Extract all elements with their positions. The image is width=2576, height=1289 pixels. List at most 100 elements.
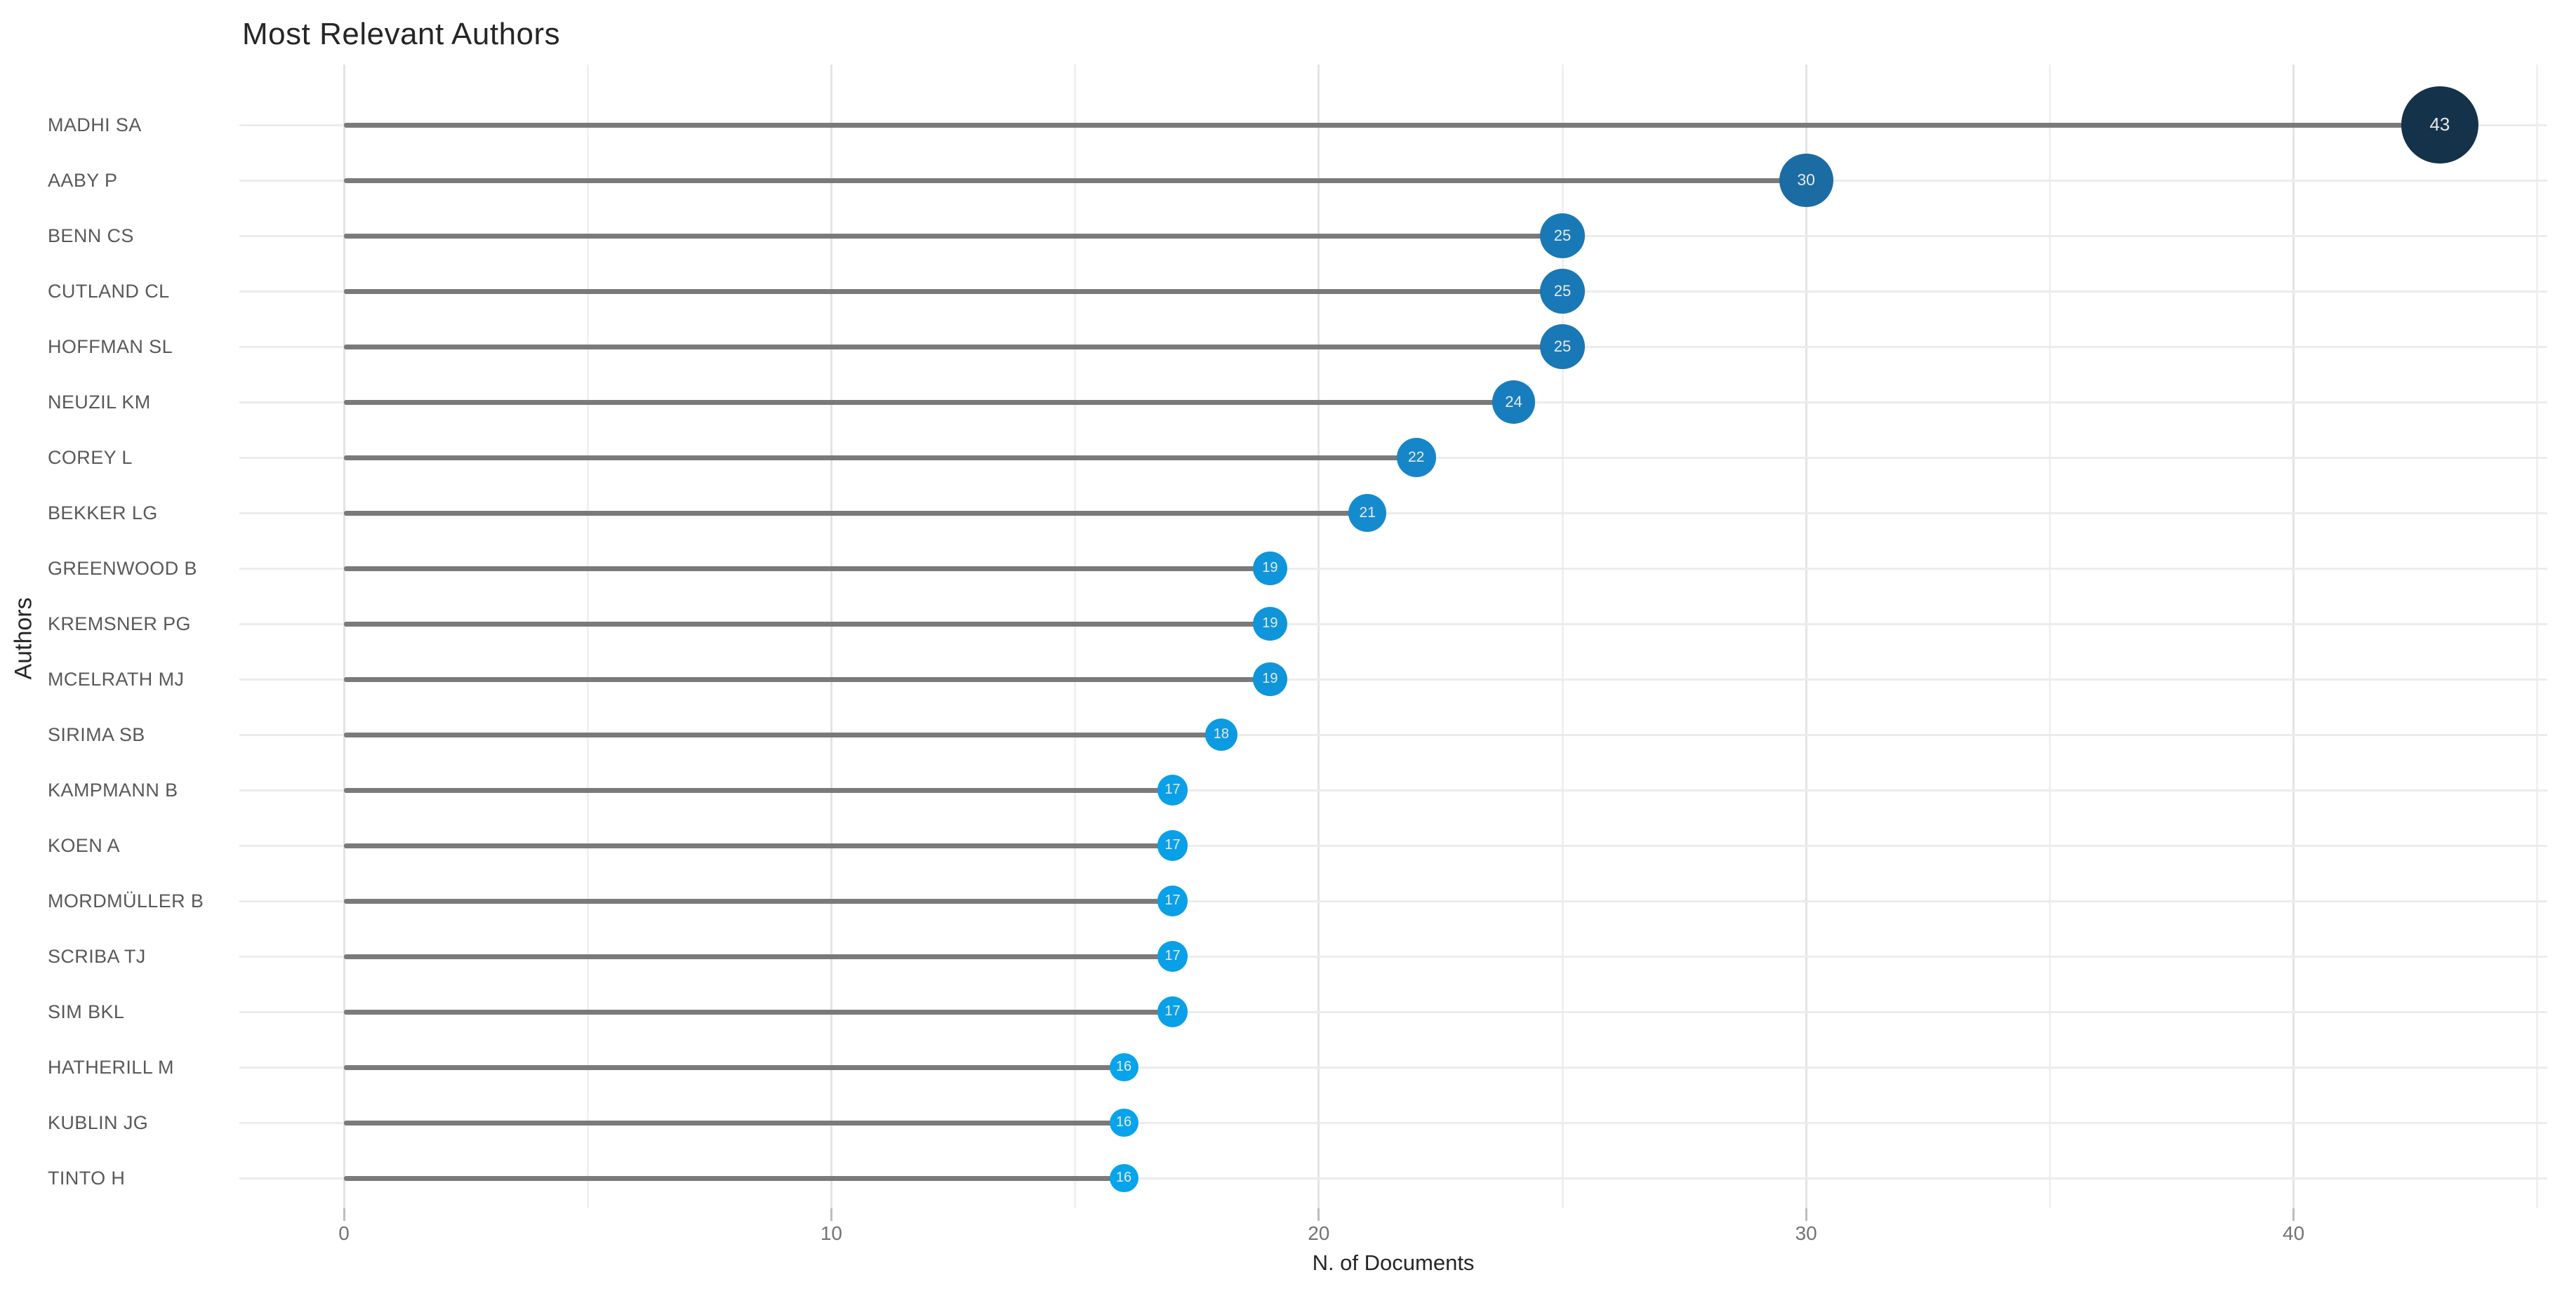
row-gridline <box>239 1066 2547 1069</box>
data-point-dot: 21 <box>1348 494 1387 532</box>
row-gridline <box>239 733 2547 736</box>
data-point-value: 25 <box>1553 227 1572 244</box>
data-point-dot: 18 <box>1204 718 1237 752</box>
author-label: COREY L <box>48 447 133 468</box>
row-gridline <box>239 955 2547 958</box>
minor-gridline-x25 <box>1561 65 1564 1208</box>
row-gridline <box>239 567 2547 570</box>
data-point-value: 21 <box>1359 504 1376 521</box>
row-gridline <box>239 1121 2547 1124</box>
data-point-dot: 19 <box>1253 606 1287 641</box>
major-gridline-x40 <box>2292 65 2295 1208</box>
data-point-dot: 24 <box>1492 380 1536 424</box>
minor-gridline-x35 <box>2048 65 2051 1208</box>
data-point-value: 24 <box>1505 392 1522 410</box>
author-label: KAMPMANN B <box>48 780 178 801</box>
lollipop-stick <box>344 1175 1124 1181</box>
lollipop-stick <box>344 843 1173 848</box>
data-point-dot: 25 <box>1540 324 1585 369</box>
data-point-dot: 25 <box>1540 213 1585 258</box>
data-point-value: 25 <box>1553 282 1572 300</box>
author-label: CUTLAND CL <box>48 281 170 302</box>
minor-gridline-x5 <box>586 65 589 1208</box>
data-point-dot: 19 <box>1253 662 1287 697</box>
data-point-dot: 25 <box>1540 269 1585 314</box>
data-point-value: 17 <box>1164 893 1181 909</box>
author-label: GREENWOOD B <box>48 558 197 579</box>
lollipop-stick <box>344 898 1173 904</box>
author-label: SCRIBA TJ <box>48 946 146 967</box>
row-gridline <box>239 900 2547 902</box>
data-point-value: 19 <box>1262 671 1278 687</box>
y-axis-title-wrap: Authors <box>10 0 38 1289</box>
x-axis-title: N. of Documents <box>1312 1250 1475 1275</box>
major-gridline-x0 <box>343 65 345 1208</box>
data-point-dot: 16 <box>1109 1108 1138 1137</box>
y-axis-title: Authors <box>10 597 37 680</box>
lollipop-stick <box>344 399 1514 405</box>
data-point-value: 43 <box>2429 114 2450 135</box>
chart-title: Most Relevant Authors <box>242 17 561 51</box>
data-point-dot: 17 <box>1157 775 1188 806</box>
lollipop-stick <box>344 455 1416 460</box>
major-gridline-x10 <box>830 65 832 1208</box>
row-gridline <box>239 622 2547 625</box>
data-point-value: 30 <box>1797 171 1815 189</box>
data-point-value: 19 <box>1262 615 1278 632</box>
major-gridline-x20 <box>1317 65 1320 1208</box>
minor-gridline-x15 <box>1074 65 1077 1208</box>
lollipop-stick <box>344 344 1562 349</box>
author-label: HOFFMAN SL <box>48 336 173 357</box>
lollipop-stick <box>344 178 1807 183</box>
x-axis-tickmark <box>2292 1208 2295 1221</box>
author-label: SIRIMA SB <box>48 724 145 745</box>
major-gridline-x30 <box>1805 65 1807 1208</box>
x-axis-tick-label: 30 <box>1795 1222 1817 1244</box>
data-point-dot: 17 <box>1157 996 1188 1027</box>
author-label: BEKKER LG <box>48 502 158 523</box>
data-point-value: 17 <box>1164 1003 1181 1020</box>
data-point-dot: 16 <box>1109 1163 1138 1193</box>
data-point-value: 17 <box>1164 782 1181 798</box>
x-axis-tickmark <box>1805 1208 1807 1221</box>
row-gridline <box>239 789 2547 792</box>
data-point-value: 22 <box>1407 448 1425 465</box>
data-point-value: 25 <box>1553 338 1572 355</box>
row-gridline <box>239 844 2547 847</box>
author-label: MORDMÜLLER B <box>48 890 204 911</box>
data-point-value: 17 <box>1164 948 1181 964</box>
x-axis-tick-label: 20 <box>1308 1222 1330 1244</box>
x-axis-tickmark <box>343 1208 345 1221</box>
row-gridline <box>239 1010 2547 1013</box>
author-label: MADHI SA <box>48 114 142 135</box>
row-gridline <box>239 1177 2547 1180</box>
data-point-dot: 30 <box>1779 153 1833 208</box>
lollipop-stick <box>344 1064 1124 1070</box>
author-label: SIM BKL <box>48 1001 125 1022</box>
row-gridline <box>239 678 2547 681</box>
data-point-dot: 19 <box>1253 551 1287 586</box>
lollipop-stick <box>344 621 1270 627</box>
row-gridline <box>239 512 2547 514</box>
lollipop-stick <box>344 676 1270 682</box>
data-point-value: 16 <box>1115 1170 1132 1186</box>
lollipop-stick <box>344 122 2440 128</box>
x-axis-tick-label: 40 <box>2283 1222 2305 1244</box>
data-point-value: 17 <box>1164 837 1181 853</box>
x-axis-tick-label: 10 <box>820 1222 842 1244</box>
lollipop-stick <box>344 954 1173 959</box>
author-label: BENN CS <box>48 225 134 246</box>
author-label: HATHERILL M <box>48 1057 174 1078</box>
lollipop-stick <box>344 510 1368 516</box>
x-axis-tickmark <box>830 1208 832 1221</box>
author-label: KREMSNER PG <box>48 613 191 634</box>
data-point-dot: 22 <box>1396 437 1436 478</box>
data-point-value: 16 <box>1115 1059 1132 1075</box>
author-label: AABY P <box>48 170 118 191</box>
data-point-dot: 17 <box>1157 830 1188 861</box>
data-point-dot: 17 <box>1157 886 1188 916</box>
data-point-value: 16 <box>1115 1114 1132 1130</box>
data-point-value: 18 <box>1213 726 1230 742</box>
minor-gridline-x45 <box>2536 65 2539 1208</box>
